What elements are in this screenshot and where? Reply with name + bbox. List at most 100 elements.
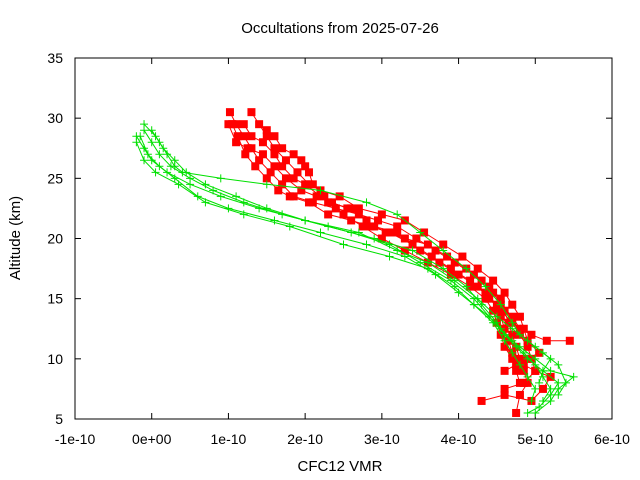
data-point-square bbox=[500, 288, 509, 297]
data-point-plus bbox=[481, 282, 490, 291]
data-point-square bbox=[241, 150, 250, 159]
data-point-square bbox=[412, 234, 421, 243]
data-point-square bbox=[400, 246, 409, 255]
data-point-plus bbox=[151, 168, 160, 177]
data-point-square bbox=[466, 276, 475, 285]
data-point-square bbox=[281, 174, 290, 183]
data-point-square bbox=[297, 156, 306, 165]
data-point-plus bbox=[285, 222, 294, 231]
data-point-square bbox=[232, 138, 241, 147]
data-point-square bbox=[255, 156, 264, 165]
data-point-square bbox=[443, 252, 452, 261]
data-point-plus bbox=[140, 156, 149, 165]
data-point-square bbox=[239, 120, 248, 129]
data-point-plus bbox=[147, 126, 156, 135]
data-point-plus bbox=[423, 258, 432, 267]
data-point-square bbox=[335, 192, 344, 201]
data-point-plus bbox=[362, 198, 371, 207]
data-point-plus bbox=[174, 180, 183, 189]
data-point-square bbox=[473, 282, 482, 291]
data-point-plus bbox=[496, 300, 505, 309]
data-point-square bbox=[500, 342, 509, 351]
data-point-square bbox=[281, 156, 290, 165]
x-tick-label: 6e-10 bbox=[594, 431, 630, 447]
data-point-square bbox=[508, 312, 517, 321]
data-point-square bbox=[512, 408, 521, 417]
data-point-square bbox=[489, 288, 498, 297]
data-point-square bbox=[423, 240, 432, 249]
data-point-square bbox=[274, 186, 283, 195]
data-point-square bbox=[370, 222, 379, 231]
data-point-plus bbox=[500, 336, 509, 345]
data-point-square bbox=[450, 258, 459, 267]
y-tick-label: 35 bbox=[47, 50, 63, 66]
data-point-plus bbox=[535, 378, 544, 387]
data-point-square bbox=[489, 276, 498, 285]
data-point-plus bbox=[316, 186, 325, 195]
data-point-square bbox=[278, 144, 287, 153]
data-point-plus bbox=[439, 246, 448, 255]
data-point-plus bbox=[239, 210, 248, 219]
data-point-square bbox=[489, 306, 498, 315]
data-point-square bbox=[285, 192, 294, 201]
data-point-plus bbox=[232, 192, 241, 201]
data-point-plus bbox=[546, 366, 555, 375]
data-point-square bbox=[435, 258, 444, 267]
data-point-square bbox=[458, 252, 467, 261]
data-point-square bbox=[515, 354, 524, 363]
data-point-square bbox=[247, 108, 256, 117]
x-tick-label: 1e-10 bbox=[211, 431, 247, 447]
data-point-square bbox=[473, 264, 482, 273]
data-point-square bbox=[354, 204, 363, 213]
data-point-plus bbox=[508, 348, 517, 357]
data-point-square bbox=[427, 252, 436, 261]
series-7 bbox=[140, 126, 563, 417]
x-tick-label: 2e-10 bbox=[287, 431, 323, 447]
data-point-plus bbox=[538, 396, 547, 405]
data-point-square bbox=[358, 222, 367, 231]
data-point-square bbox=[278, 162, 287, 171]
data-point-plus bbox=[416, 228, 425, 237]
y-tick-label: 5 bbox=[55, 411, 63, 427]
data-point-square bbox=[293, 168, 302, 177]
data-point-square bbox=[508, 330, 517, 339]
data-point-square bbox=[377, 210, 386, 219]
data-point-plus bbox=[523, 408, 532, 417]
data-point-plus bbox=[201, 180, 210, 189]
series-11 bbox=[147, 126, 555, 387]
data-point-plus bbox=[531, 384, 540, 393]
data-point-plus bbox=[535, 402, 544, 411]
data-point-plus bbox=[531, 342, 540, 351]
data-point-plus bbox=[508, 336, 517, 345]
data-point-square bbox=[262, 126, 271, 135]
data-point-square bbox=[515, 324, 524, 333]
data-point-plus bbox=[193, 192, 202, 201]
y-tick-label: 20 bbox=[47, 231, 63, 247]
data-point-plus bbox=[362, 240, 371, 249]
data-point-square bbox=[446, 264, 455, 273]
data-point-plus bbox=[385, 252, 394, 261]
x-axis-title: CFC12 VMR bbox=[297, 458, 382, 475]
data-point-plus bbox=[531, 408, 540, 417]
x-tick-label: 4e-10 bbox=[441, 431, 477, 447]
data-point-plus bbox=[393, 246, 402, 255]
data-point-square bbox=[347, 216, 356, 225]
data-point-plus bbox=[186, 174, 195, 183]
data-point-plus bbox=[462, 264, 471, 273]
x-tick-label: 0e+00 bbox=[132, 431, 172, 447]
x-tick-label: -1e-10 bbox=[55, 431, 96, 447]
data-point-square bbox=[416, 246, 425, 255]
data-point-square bbox=[477, 396, 486, 405]
data-point-plus bbox=[163, 150, 172, 159]
data-point-plus bbox=[301, 216, 310, 225]
data-point-square bbox=[266, 168, 275, 177]
data-point-plus bbox=[262, 180, 271, 189]
data-point-square bbox=[339, 210, 348, 219]
data-point-square bbox=[481, 288, 490, 297]
data-point-square bbox=[500, 366, 509, 375]
data-point-square bbox=[531, 366, 540, 375]
data-point-plus bbox=[262, 204, 271, 213]
data-point-square bbox=[515, 312, 524, 321]
data-point-square bbox=[500, 390, 509, 399]
data-point-square bbox=[393, 222, 402, 231]
